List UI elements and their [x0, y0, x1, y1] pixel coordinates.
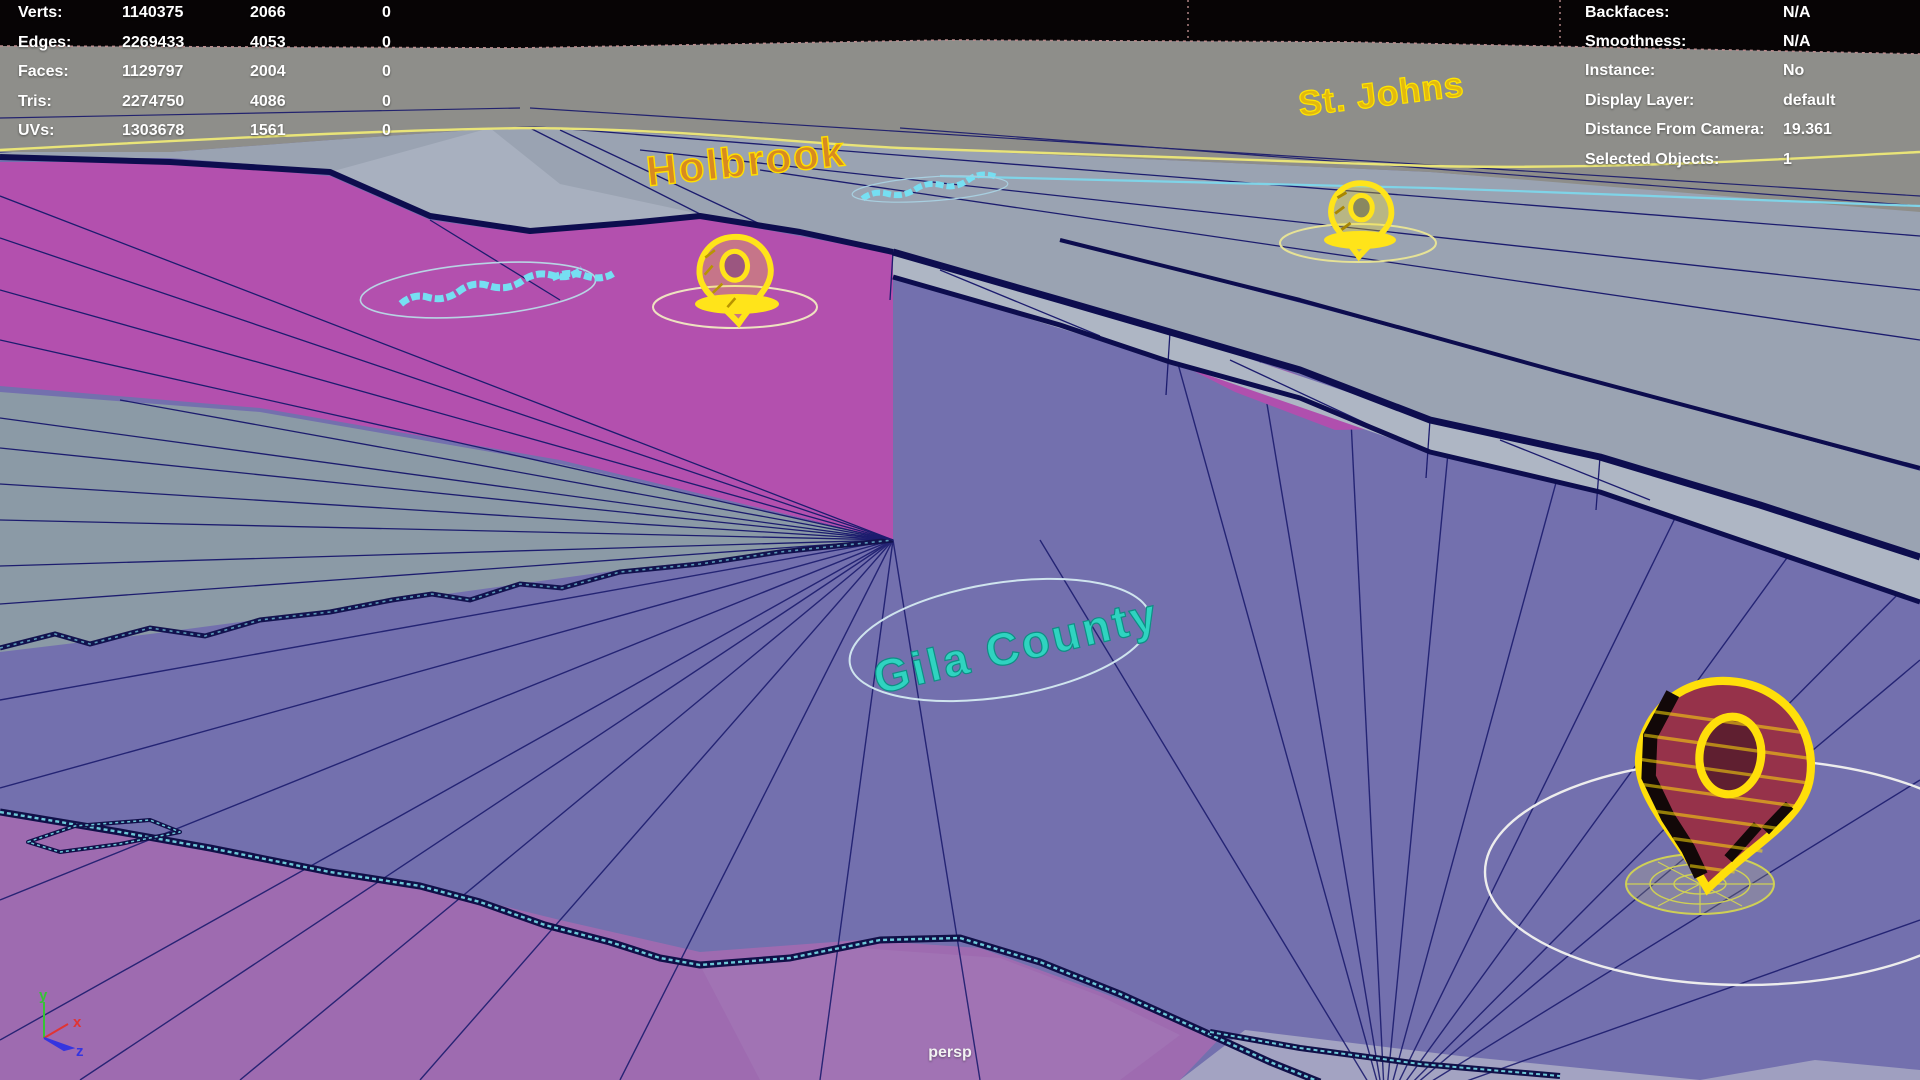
county-label-squiggle-left[interactable] — [358, 254, 616, 326]
teal-wedge-lines — [0, 417, 894, 605]
pin-ring — [652, 285, 818, 329]
camera-name-label: persp — [928, 1044, 972, 1061]
horizon-dotted-line — [0, 39, 1920, 55]
curve-cyan-boundary[interactable] — [939, 174, 1920, 208]
mesa-front-face-right — [893, 252, 1920, 602]
county-label-squiggle-top[interactable] — [851, 171, 1009, 207]
sky — [0, 0, 1920, 54]
far-plateau-lines — [0, 107, 1920, 207]
map-pin-st-johns[interactable] — [1279, 180, 1437, 263]
axis-gizmo: y x z — [39, 987, 84, 1060]
gila-county-ring — [848, 577, 1152, 703]
terrain-lavender-quad-2 — [1700, 1060, 1920, 1080]
canyon-rim-ridge — [0, 808, 1561, 1080]
cliff-edges — [0, 154, 1920, 605]
axis-y-label: y — [39, 987, 48, 1004]
terrain-mesa — [0, 126, 1920, 556]
curve-yellow-boundary[interactable] — [0, 126, 1920, 168]
ridge-jagged-upper-speckle — [0, 539, 894, 649]
mesa-front-face-left — [330, 128, 700, 230]
map-pin-selected[interactable] — [1483, 670, 1920, 987]
pin-ring — [1279, 223, 1437, 263]
axis-z-label: z — [76, 1043, 84, 1060]
terrain-magenta-plateau — [0, 162, 893, 540]
map-pin-holbrook[interactable] — [652, 233, 818, 329]
terrain-teal-wedge — [0, 392, 893, 652]
magenta-plateau-lines — [0, 195, 894, 541]
wireframe-fan-right — [1039, 334, 1920, 1080]
axis-x-label: x — [73, 1014, 82, 1031]
terrain-mauve-patch-2 — [700, 948, 1180, 1080]
